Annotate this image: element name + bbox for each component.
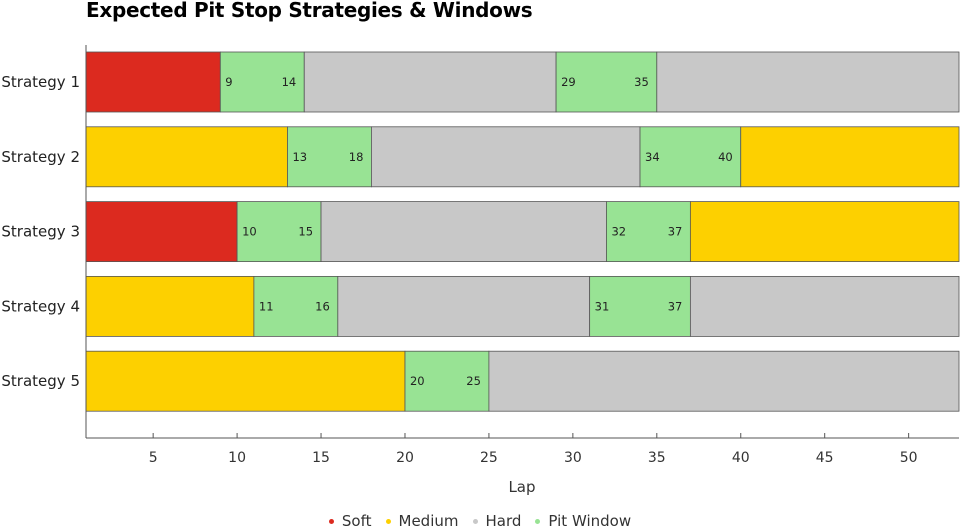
window-end-label: 37 (668, 225, 683, 239)
window-end-label: 37 (668, 299, 683, 313)
window-start-label: 13 (292, 150, 307, 164)
bar-segment-medium (85, 350, 406, 412)
x-tick-label: 20 (396, 450, 414, 466)
bar-segment-hard (689, 275, 960, 337)
legend-label: Hard (485, 512, 522, 530)
x-tick-label: 15 (312, 450, 330, 466)
window-end-label: 16 (315, 299, 330, 313)
window-end-label: 18 (349, 150, 364, 164)
legend-item-hard: Hard (472, 512, 522, 530)
bar-segment-pit-window (236, 201, 322, 263)
bar-segment-hard (371, 126, 641, 188)
bar-segment-hard (656, 51, 960, 113)
legend-item-soft: Soft (328, 512, 372, 530)
bar-segment-medium (85, 275, 255, 337)
window-start-label: 11 (259, 299, 274, 313)
bar-segment-soft (85, 51, 221, 113)
legend-marker (472, 518, 478, 524)
legend-label: Medium (398, 512, 459, 530)
bar-segment-pit-window (404, 350, 490, 412)
x-tick-label: 5 (149, 450, 158, 466)
window-end-label: 35 (634, 75, 649, 89)
window-start-label: 34 (645, 150, 660, 164)
bar-segment-hard (488, 350, 960, 412)
legend-item-medium: Medium (385, 512, 459, 530)
legend: Soft Medium Hard Pit Window (0, 510, 960, 532)
window-start-label: 31 (595, 299, 610, 313)
window-end-label: 25 (466, 374, 481, 388)
legend-marker (385, 518, 391, 524)
window-end-label: 14 (282, 75, 297, 89)
legend-marker (535, 518, 541, 524)
bar-segment-hard (320, 201, 607, 263)
window-end-label: 15 (298, 225, 313, 239)
bar-segment-pit-window (589, 275, 691, 337)
x-axis-title: Lap (508, 478, 535, 496)
category-label: Strategy 2 (1, 148, 80, 166)
bar-segment-medium (689, 201, 960, 263)
window-start-label: 10 (242, 225, 257, 239)
x-tick-label: 30 (564, 450, 582, 466)
category-label: Strategy 5 (1, 372, 80, 390)
category-label: Strategy 3 (1, 223, 80, 241)
category-label: Strategy 4 (1, 297, 80, 315)
chart-canvas: Strategy 1 9 14 29 35 Strategy 2 13 18 34 40 Strat… (1, 45, 960, 496)
x-tick-label: 25 (480, 450, 498, 466)
chart-title: Expected Pit Stop Strategies & Windows (86, 0, 533, 22)
legend-marker (328, 518, 334, 524)
x-tick-label: 45 (816, 450, 834, 466)
window-start-label: 9 (225, 75, 232, 89)
bar-segment-soft (85, 201, 238, 263)
x-tick-label: 40 (732, 450, 750, 466)
bar-segment-medium (740, 126, 960, 188)
bars-layer (85, 51, 960, 412)
x-tick-label: 10 (228, 450, 246, 466)
category-label: Strategy 1 (1, 73, 80, 91)
bar-segment-pit-window (606, 201, 691, 263)
window-start-label: 20 (410, 374, 425, 388)
window-start-label: 32 (611, 225, 626, 239)
bar-segment-hard (337, 275, 591, 337)
bar-segment-pit-window (253, 275, 339, 337)
x-tick-label: 35 (648, 450, 666, 466)
legend-label: Pit Window (548, 512, 632, 530)
legend-label: Soft (341, 512, 372, 530)
legend-item-pit-window: Pit Window (535, 512, 631, 530)
x-tick-label: 50 (900, 450, 918, 466)
window-end-label: 40 (718, 150, 733, 164)
bar-segment-pit-window (555, 51, 658, 113)
axes-layer (85, 45, 959, 439)
labels-layer: Strategy 1 9 14 29 35 Strategy 2 13 18 34 40 Strat… (1, 73, 917, 466)
bar-segment-hard (303, 51, 557, 113)
bar-segment-medium (85, 126, 288, 188)
window-start-label: 29 (561, 75, 576, 89)
